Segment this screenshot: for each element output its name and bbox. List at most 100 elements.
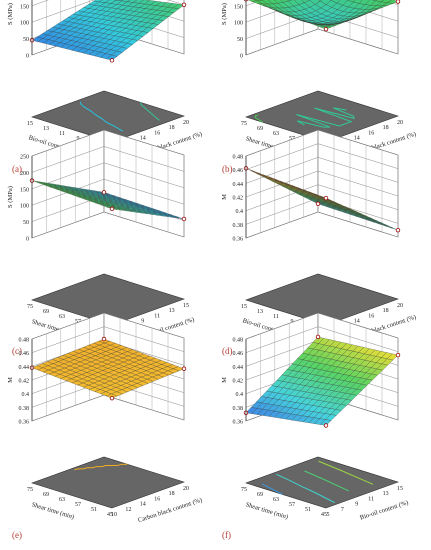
z-tick-label: 0 xyxy=(240,54,243,60)
x-tick-label: 14 xyxy=(354,319,360,325)
y-tick-label: 9 xyxy=(291,319,294,325)
y-tick-label: 15 xyxy=(27,121,33,127)
z-tick-label: 0.48 xyxy=(19,338,30,344)
contour-line xyxy=(296,107,355,128)
z-tick-label: 0.46 xyxy=(19,351,30,357)
x-tick-label: 13 xyxy=(169,308,175,314)
response-surface xyxy=(31,180,185,220)
x-tick-label: 14 xyxy=(140,502,146,508)
design-point xyxy=(323,26,329,32)
x-tick-label: 11 xyxy=(154,313,160,319)
y-tick-label: 11 xyxy=(59,131,65,137)
design-point xyxy=(109,58,115,63)
panel-label: (e) xyxy=(12,530,22,540)
y-tick-label: 9 xyxy=(77,136,80,142)
y-tick-label: 45 xyxy=(107,512,113,518)
x-tick-label: 18 xyxy=(169,125,175,131)
z-tick-label: 0.36 xyxy=(233,237,244,243)
design-point xyxy=(315,201,321,206)
y-tick-label: 57 xyxy=(289,502,295,508)
z-axis-label: S (MPa) xyxy=(7,3,14,25)
design-point xyxy=(395,0,401,4)
panel-label: (c) xyxy=(12,346,22,356)
panel-label: (a) xyxy=(12,164,22,174)
z-tick-label: 0.4 xyxy=(236,392,244,398)
design-point xyxy=(315,334,321,340)
contour-floor xyxy=(31,273,185,326)
y-tick-label: 75 xyxy=(241,121,247,127)
y-tick-label: 63 xyxy=(273,131,279,137)
y-tick-label: 75 xyxy=(241,487,247,493)
x-tick-label: 18 xyxy=(383,125,389,131)
x-tick-label: 18 xyxy=(383,308,389,314)
contour-line xyxy=(261,483,283,495)
contour-line xyxy=(79,101,124,132)
design-point xyxy=(101,190,107,195)
z-tick-label: 50 xyxy=(23,37,29,43)
z-tick-label: 0.38 xyxy=(19,406,30,412)
contour-floor xyxy=(245,90,399,143)
design-point xyxy=(181,366,187,371)
y-tick-label: 75 xyxy=(27,304,33,310)
z-tick-label: 0.42 xyxy=(19,379,30,385)
x-tick-label: 18 xyxy=(169,491,175,497)
z-tick-label: 0 xyxy=(26,54,29,60)
panel-4: 0.36 0.38 0.4 0.42 0.44 0.46 0.48 M 10 12 14 16 18 20… xyxy=(7,312,203,540)
x-tick-label: 15 xyxy=(183,303,189,309)
response-surface xyxy=(31,338,185,399)
x-tick-label: 16 xyxy=(368,130,374,136)
x-axis-label: Carbon black content (%) xyxy=(137,497,203,524)
x-tick-label: 16 xyxy=(154,496,160,502)
design-point xyxy=(109,206,115,212)
z-tick-label: 50 xyxy=(237,37,243,43)
surface-patch xyxy=(320,419,332,426)
design-point xyxy=(395,352,401,358)
x-tick-label: 20 xyxy=(183,486,189,492)
y-tick-label: 69 xyxy=(43,309,49,315)
design-point xyxy=(323,423,329,428)
z-axis-label: S (MPa) xyxy=(221,3,228,25)
z-axis-label: M xyxy=(7,377,14,383)
x-tick-label: 20 xyxy=(183,120,189,126)
x-tick-label: 14 xyxy=(140,136,146,142)
z-gridline xyxy=(245,0,399,23)
x-tick-label: 20 xyxy=(397,120,403,126)
surface-patch xyxy=(318,0,323,2)
y-tick-label: 51 xyxy=(305,507,311,513)
response-surface xyxy=(247,0,399,30)
x-tick-label: 5 xyxy=(327,512,330,518)
z-tick-label: 200 xyxy=(20,171,29,177)
z-tick-label: 0.46 xyxy=(233,351,244,357)
z-tick-label: 0.44 xyxy=(19,365,30,371)
surface-patch xyxy=(106,54,118,61)
y-tick-label: 45 xyxy=(321,512,327,518)
x-tick-label: 9 xyxy=(355,502,358,508)
panel-5: 0.360.380.40.420.440.460.48M579111315Bio… xyxy=(221,312,409,540)
x-tick-label: 13 xyxy=(383,491,389,497)
z-tick-label: 0.46 xyxy=(233,168,244,174)
z-tick-label: 0.42 xyxy=(233,379,244,385)
y-tick-label: 51 xyxy=(91,507,97,513)
z-tick-label: 100 xyxy=(234,21,243,27)
z-axis-label: M xyxy=(221,194,228,200)
response-surface xyxy=(245,336,399,426)
y-axis-label: Shear time (min) xyxy=(245,501,289,521)
contour-line xyxy=(276,473,335,504)
design-point xyxy=(101,336,107,342)
z-tick-label: 50 xyxy=(23,220,29,226)
z-tick-label: 100 xyxy=(20,21,29,27)
x-tick-label: 16 xyxy=(368,313,374,319)
y-tick-label: 57 xyxy=(75,319,81,325)
x-tick-label: 11 xyxy=(368,496,374,502)
z-tick-label: 0.48 xyxy=(233,155,244,161)
y-axis-label: Shear time (min) xyxy=(31,501,75,521)
y-tick-label: 57 xyxy=(75,502,81,508)
y-tick-label: 75 xyxy=(27,487,33,493)
y-tick-label: 13 xyxy=(257,309,263,315)
design-point xyxy=(395,227,401,233)
contour-floor xyxy=(31,456,185,509)
response-surface xyxy=(31,0,185,61)
contour-line xyxy=(74,463,128,471)
design-point xyxy=(109,395,115,401)
